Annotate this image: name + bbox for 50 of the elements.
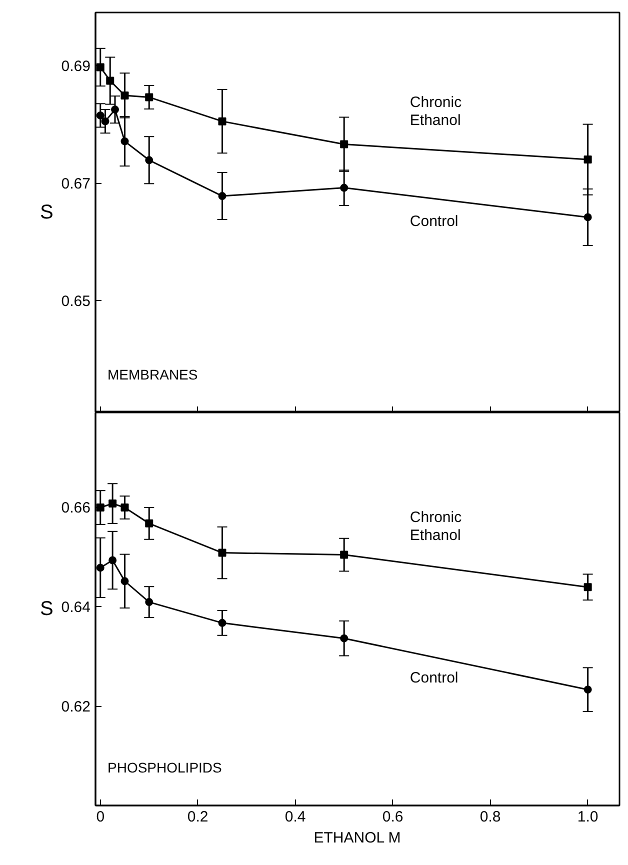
point <box>218 192 226 200</box>
x-tick-label: 0.2 <box>187 808 208 826</box>
point <box>340 140 348 148</box>
y-axis-title: S <box>40 598 54 620</box>
y-tick-label: 0.69 <box>61 58 91 75</box>
x-tick-label: 0.4 <box>284 808 306 826</box>
point <box>584 213 592 222</box>
point <box>120 91 129 100</box>
point <box>218 117 226 126</box>
point <box>111 106 119 114</box>
point <box>108 500 117 508</box>
point <box>96 63 104 72</box>
point <box>145 93 154 102</box>
x-tick-label: 0 <box>96 808 105 826</box>
point <box>584 686 592 694</box>
point <box>340 634 348 642</box>
series-label: Control <box>410 213 458 230</box>
x-tick-label: 0.6 <box>382 808 404 826</box>
y-axis-title: S <box>40 202 54 224</box>
point <box>145 598 154 606</box>
y-tick-label: 0.64 <box>61 599 91 616</box>
y-tick-label: 0.65 <box>61 293 91 310</box>
point <box>101 117 110 126</box>
x-axis-title: ETHANOL M <box>314 830 401 846</box>
series-label: Control <box>410 670 458 687</box>
point <box>96 504 104 512</box>
point <box>120 137 129 146</box>
point <box>120 504 129 512</box>
point <box>218 618 226 627</box>
annotation: PHOSPHOLIPIDS <box>108 760 222 776</box>
point <box>145 519 154 528</box>
point <box>218 548 226 557</box>
point <box>340 550 348 559</box>
point <box>584 583 592 592</box>
x-tick-label: 1.0 <box>577 808 598 826</box>
y-tick-label: 0.66 <box>61 500 91 517</box>
series-label: Chronic Ethanol <box>410 509 462 544</box>
point <box>108 556 117 564</box>
point <box>96 564 104 572</box>
annotation: MEMBRANES <box>108 366 198 382</box>
y-tick-label: 0.67 <box>61 176 91 193</box>
point <box>120 577 129 586</box>
point <box>145 156 154 164</box>
series-label: Chronic Ethanol <box>410 94 462 129</box>
point <box>340 184 348 192</box>
x-tick-label: 0.8 <box>480 808 501 826</box>
point <box>106 76 114 85</box>
point <box>96 111 104 120</box>
point <box>584 156 592 164</box>
y-tick-label: 0.62 <box>61 698 91 716</box>
